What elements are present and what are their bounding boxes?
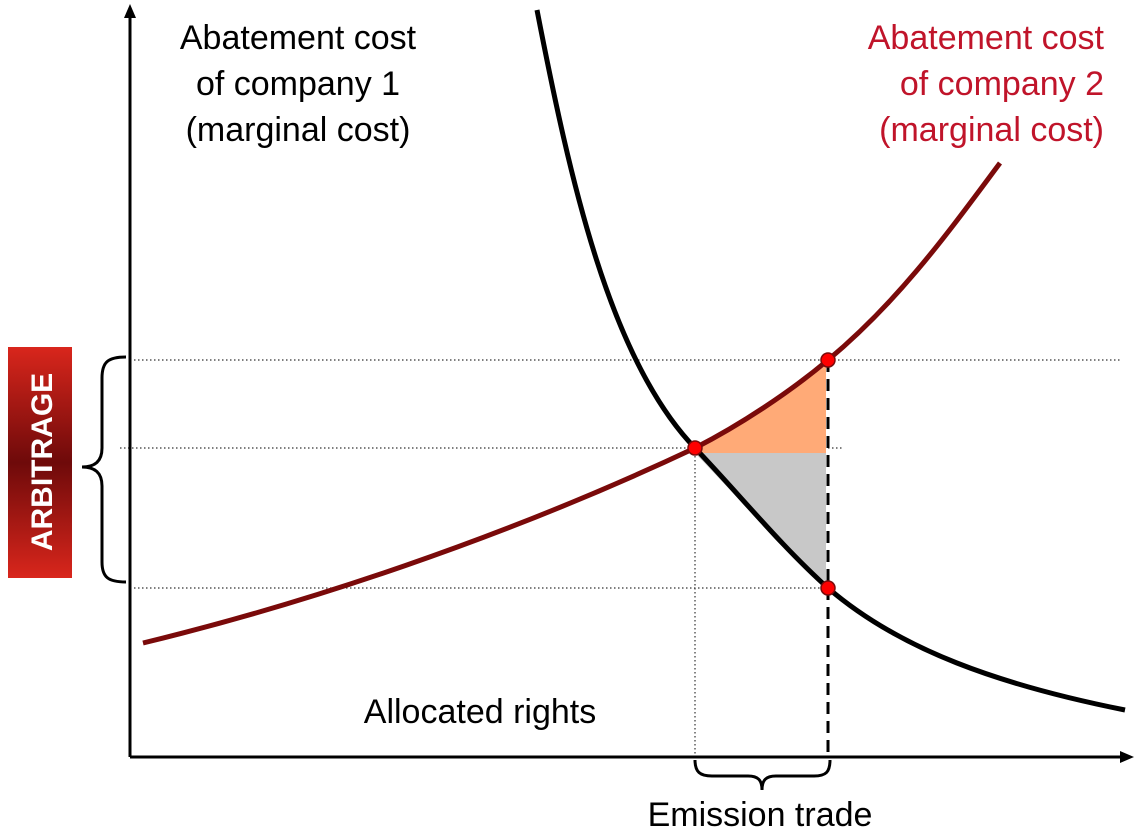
label-line: (marginal cost) — [879, 111, 1104, 149]
company1-label: Abatement cost of company 1 (marginal co… — [180, 19, 417, 149]
label-line: of company 1 — [196, 65, 400, 103]
arbitrage-label: ARBITRAGE — [26, 373, 59, 551]
trade-brace — [693, 759, 832, 791]
arbitrage-box — [8, 347, 72, 578]
guide-lines — [120, 359, 1120, 757]
arbitrage-brace — [81, 355, 127, 584]
label-line: (marginal cost) — [186, 111, 411, 149]
label-line: Abatement cost — [868, 19, 1105, 57]
emission-trade-label: Emission trade — [648, 796, 873, 834]
label-line: of company 2 — [900, 65, 1104, 103]
label-line: Abatement cost — [180, 19, 417, 57]
company1-curve — [534, 9, 1126, 713]
allocated-rights-label: Allocated rights — [364, 693, 596, 731]
company2-label: Abatement cost of company 2 (marginal co… — [868, 19, 1105, 149]
points — [687, 352, 836, 596]
axes — [124, 4, 1134, 763]
company2-curve — [142, 161, 1003, 646]
